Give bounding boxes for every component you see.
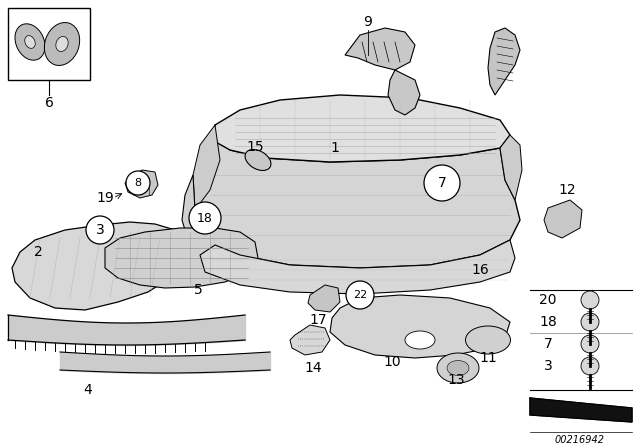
Polygon shape xyxy=(193,125,220,210)
Text: 5: 5 xyxy=(194,283,202,297)
Polygon shape xyxy=(290,325,330,355)
Polygon shape xyxy=(388,70,420,115)
Text: 17: 17 xyxy=(309,313,327,327)
Text: 3: 3 xyxy=(95,223,104,237)
Polygon shape xyxy=(308,285,340,312)
Polygon shape xyxy=(195,125,520,268)
Polygon shape xyxy=(125,170,158,198)
Ellipse shape xyxy=(447,361,469,375)
Text: 1: 1 xyxy=(331,141,339,155)
Polygon shape xyxy=(182,175,215,250)
Text: 13: 13 xyxy=(447,373,465,387)
Text: 18: 18 xyxy=(539,315,557,329)
Text: 3: 3 xyxy=(543,359,552,373)
Text: 4: 4 xyxy=(84,383,92,397)
Circle shape xyxy=(581,291,599,309)
Ellipse shape xyxy=(25,36,35,48)
Circle shape xyxy=(189,202,221,234)
Circle shape xyxy=(581,335,599,353)
Polygon shape xyxy=(212,95,510,162)
Ellipse shape xyxy=(245,150,271,171)
Ellipse shape xyxy=(465,326,511,354)
Text: 16: 16 xyxy=(471,263,489,277)
Polygon shape xyxy=(200,240,515,294)
Text: 7: 7 xyxy=(438,176,446,190)
Polygon shape xyxy=(12,222,185,310)
Circle shape xyxy=(126,171,150,195)
Text: 9: 9 xyxy=(364,15,372,29)
Circle shape xyxy=(581,313,599,331)
Text: 18: 18 xyxy=(197,211,213,224)
Text: 8: 8 xyxy=(134,178,141,188)
Ellipse shape xyxy=(56,36,68,52)
Text: 6: 6 xyxy=(45,96,53,110)
Circle shape xyxy=(86,216,114,244)
Polygon shape xyxy=(330,295,510,358)
Polygon shape xyxy=(544,200,582,238)
Polygon shape xyxy=(345,28,415,70)
Polygon shape xyxy=(500,135,522,200)
Text: 10: 10 xyxy=(383,355,401,369)
Ellipse shape xyxy=(44,22,79,65)
Text: 12: 12 xyxy=(558,183,576,197)
Polygon shape xyxy=(488,28,520,95)
Circle shape xyxy=(581,357,599,375)
Text: 00216942: 00216942 xyxy=(555,435,605,445)
Text: 14: 14 xyxy=(304,361,322,375)
Text: 15: 15 xyxy=(246,140,264,154)
Polygon shape xyxy=(105,228,258,288)
Text: 22: 22 xyxy=(353,290,367,300)
Circle shape xyxy=(346,281,374,309)
Text: 20: 20 xyxy=(540,293,557,307)
FancyBboxPatch shape xyxy=(8,8,90,80)
Ellipse shape xyxy=(437,353,479,383)
Polygon shape xyxy=(530,398,632,422)
Circle shape xyxy=(424,165,460,201)
Text: 7: 7 xyxy=(543,337,552,351)
Ellipse shape xyxy=(405,331,435,349)
Text: 19: 19 xyxy=(96,191,114,205)
Ellipse shape xyxy=(15,24,45,60)
Text: 11: 11 xyxy=(479,351,497,365)
Text: 2: 2 xyxy=(34,245,42,259)
